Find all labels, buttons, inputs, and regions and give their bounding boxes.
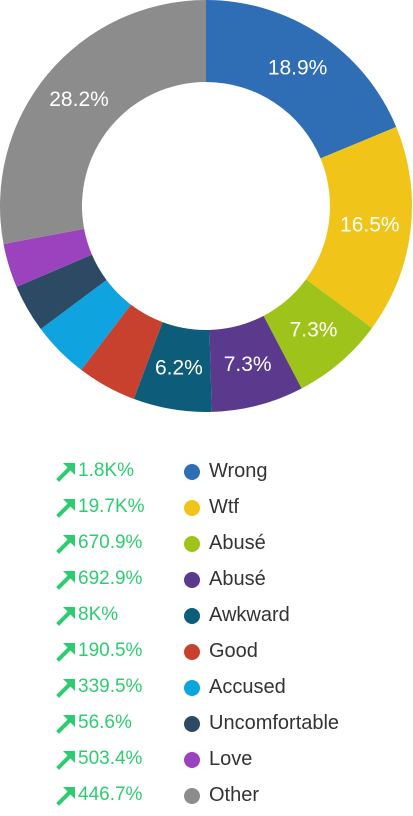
legend-label: Wtf <box>209 496 239 518</box>
legend-swatch <box>184 536 200 552</box>
trend-up-arrow-icon <box>56 676 78 698</box>
legend-label: Other <box>209 784 260 806</box>
slice-7 <box>16 254 107 329</box>
legend-label: Good <box>209 640 258 662</box>
legend-swatch <box>184 680 200 696</box>
legend-item: 8K% Awkward <box>0 600 413 636</box>
legend-label: Accused <box>209 676 286 698</box>
legend-label: Uncomfortable <box>209 712 340 734</box>
legend-swatch <box>184 716 200 732</box>
slice-label-1: 16.5% <box>340 213 400 236</box>
legend-change: 56.6% <box>78 712 132 733</box>
legend-change: 1.8K% <box>78 460 134 481</box>
slice-label-9: 28.2% <box>49 88 109 111</box>
legend-change: 19.7K% <box>78 496 145 517</box>
trend-up-arrow-icon <box>56 460 78 482</box>
legend-label: Abusé <box>209 568 266 590</box>
donut-chart: 18.9% 16.5% 7.3% 7.3% 6.2% 28.2% <box>0 0 412 412</box>
legend-label: Wrong <box>209 460 268 482</box>
legend-item: 446.7% Other <box>0 780 413 816</box>
legend-change: 670.9% <box>78 532 143 553</box>
slice-3 <box>209 315 302 412</box>
trend-up-arrow-icon <box>56 748 78 770</box>
trend-up-arrow-icon <box>56 532 78 554</box>
trend-up-arrow-icon <box>56 568 78 590</box>
slice-8 <box>3 228 92 287</box>
legend-swatch <box>184 644 200 660</box>
legend-item: 190.5% Good <box>0 636 413 672</box>
trend-up-arrow-icon <box>56 640 78 662</box>
slice-2 <box>263 279 373 389</box>
legend-change: 190.5% <box>78 640 143 661</box>
legend-change: 339.5% <box>78 676 143 697</box>
slice-label-2: 7.3% <box>290 319 338 342</box>
legend-change: 8K% <box>78 604 119 625</box>
trend-up-arrow-icon <box>56 496 78 518</box>
slice-label-0: 18.9% <box>268 56 328 79</box>
trend-up-arrow-icon <box>56 604 78 626</box>
legend-item: 692.9% Abusé <box>0 564 413 600</box>
slice-1 <box>305 126 412 328</box>
legend-label: Awkward <box>209 604 290 626</box>
slice-5 <box>81 304 163 399</box>
legend-change: 503.4% <box>78 748 143 769</box>
slice-0 <box>206 0 397 159</box>
slice-9 <box>0 0 206 244</box>
legend-item: 19.7K% Wtf <box>0 492 413 528</box>
trend-up-arrow-icon <box>56 712 78 734</box>
legend-item: 503.4% Love <box>0 744 413 780</box>
legend-change: 692.9% <box>78 568 143 589</box>
legend-swatch <box>184 572 200 588</box>
legend-label: Love <box>209 748 253 770</box>
legend-swatch <box>184 788 200 804</box>
legend-swatch <box>184 608 200 624</box>
slice-4 <box>133 322 212 412</box>
legend-label: Abusé <box>209 532 266 554</box>
slice-6 <box>40 280 131 370</box>
slice-label-3: 7.3% <box>224 353 272 376</box>
legend-swatch <box>184 464 200 480</box>
legend-change: 446.7% <box>78 784 143 805</box>
slice-label-4: 6.2% <box>155 356 203 379</box>
trend-up-arrow-icon <box>56 784 78 806</box>
legend-item: 670.9% Abusé <box>0 528 413 564</box>
legend-item: 56.6% Uncomfortable <box>0 708 413 744</box>
legend-item: 1.8K% Wrong <box>0 456 413 492</box>
legend-swatch <box>184 500 200 516</box>
legend-swatch <box>184 752 200 768</box>
legend-item: 339.5% Accused <box>0 672 413 708</box>
